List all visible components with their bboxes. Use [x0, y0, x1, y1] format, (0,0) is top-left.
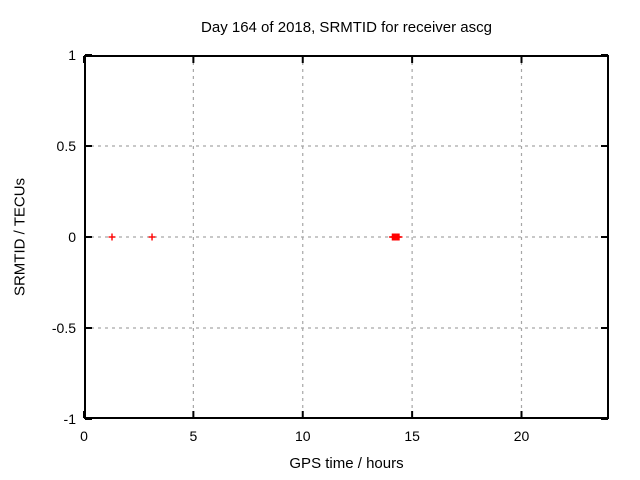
- y-tick-label: 0: [68, 229, 76, 245]
- chart-title: Day 164 of 2018, SRMTID for receiver asc…: [201, 19, 492, 36]
- y-tick-label: -1: [64, 411, 77, 427]
- y-tick-label: 0.5: [57, 138, 77, 154]
- y-tick-label: -0.5: [52, 320, 76, 336]
- x-axis-label: GPS time / hours: [289, 455, 404, 472]
- y-tick-label: 1: [68, 47, 76, 63]
- x-tick-label: 10: [295, 428, 311, 444]
- x-tick-label: 20: [514, 428, 530, 444]
- x-tick-label: 5: [189, 428, 197, 444]
- x-tick-label: 15: [404, 428, 420, 444]
- x-tick-label: 0: [80, 428, 88, 444]
